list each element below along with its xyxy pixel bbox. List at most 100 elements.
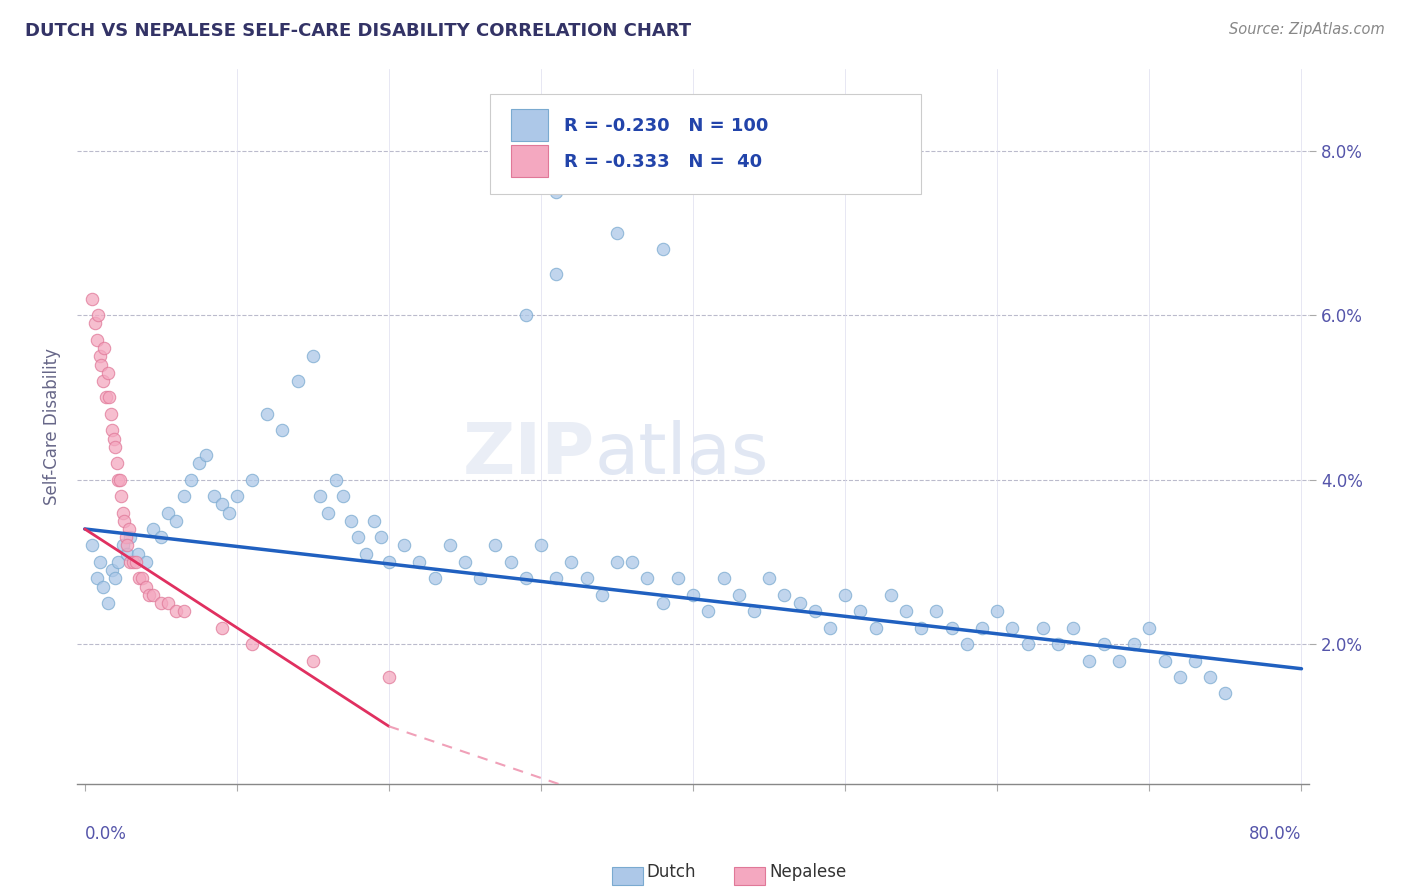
Point bbox=[90, 358, 112, 372]
Point bbox=[165, 604, 187, 618]
Point bbox=[86, 571, 108, 585]
Point bbox=[117, 547, 139, 561]
Point bbox=[1168, 670, 1191, 684]
Point bbox=[1047, 637, 1070, 651]
Point bbox=[84, 317, 107, 331]
Point bbox=[89, 349, 111, 363]
Point bbox=[347, 530, 370, 544]
Point bbox=[515, 308, 537, 322]
Bar bbox=[510, 145, 548, 178]
Point bbox=[546, 185, 568, 199]
Point bbox=[370, 530, 392, 544]
Point bbox=[100, 407, 122, 421]
Point bbox=[142, 522, 165, 536]
Point bbox=[970, 621, 993, 635]
Point bbox=[93, 341, 115, 355]
Point bbox=[120, 530, 142, 544]
Point bbox=[834, 588, 856, 602]
Point bbox=[591, 588, 613, 602]
Point bbox=[114, 530, 136, 544]
Text: Dutch: Dutch bbox=[647, 863, 696, 881]
Point bbox=[986, 604, 1008, 618]
Point bbox=[636, 571, 658, 585]
Point bbox=[773, 588, 796, 602]
Point bbox=[287, 374, 309, 388]
Text: 0.0%: 0.0% bbox=[84, 825, 127, 843]
Point bbox=[120, 555, 142, 569]
Point bbox=[173, 604, 195, 618]
Point bbox=[1184, 653, 1206, 667]
Point bbox=[1199, 670, 1222, 684]
Text: DUTCH VS NEPALESE SELF-CARE DISABILITY CORRELATION CHART: DUTCH VS NEPALESE SELF-CARE DISABILITY C… bbox=[25, 22, 692, 40]
Point bbox=[941, 621, 963, 635]
Point bbox=[332, 489, 354, 503]
Point bbox=[302, 653, 325, 667]
Point bbox=[98, 391, 121, 405]
Point bbox=[742, 604, 765, 618]
Point bbox=[697, 604, 720, 618]
Point bbox=[849, 604, 872, 618]
Point bbox=[1092, 637, 1115, 651]
Point bbox=[910, 621, 932, 635]
Point bbox=[157, 596, 180, 610]
Point bbox=[122, 555, 145, 569]
Point bbox=[499, 555, 522, 569]
Point bbox=[1001, 621, 1024, 635]
Point bbox=[302, 349, 325, 363]
Point bbox=[340, 514, 363, 528]
Point bbox=[1032, 621, 1054, 635]
Point bbox=[1062, 621, 1084, 635]
Point bbox=[82, 292, 104, 306]
Point bbox=[789, 596, 811, 610]
Point bbox=[606, 555, 628, 569]
Point bbox=[530, 538, 553, 552]
Point bbox=[112, 514, 135, 528]
Point bbox=[165, 514, 187, 528]
Point bbox=[218, 506, 240, 520]
Point bbox=[1215, 686, 1237, 700]
Point bbox=[515, 571, 537, 585]
Point bbox=[454, 555, 477, 569]
Point bbox=[117, 538, 139, 552]
Point bbox=[354, 547, 377, 561]
Point bbox=[104, 571, 127, 585]
Point bbox=[606, 226, 628, 240]
Point bbox=[325, 473, 347, 487]
Point bbox=[87, 308, 110, 322]
Point bbox=[180, 473, 202, 487]
Point bbox=[865, 621, 887, 635]
Point bbox=[103, 432, 125, 446]
Point bbox=[713, 571, 735, 585]
Point bbox=[240, 637, 263, 651]
FancyBboxPatch shape bbox=[489, 94, 921, 194]
Point bbox=[240, 473, 263, 487]
Point bbox=[309, 489, 332, 503]
Bar bbox=[510, 110, 548, 142]
Point bbox=[803, 604, 825, 618]
Point bbox=[818, 621, 841, 635]
Point bbox=[94, 391, 117, 405]
Point bbox=[107, 473, 129, 487]
Point bbox=[894, 604, 917, 618]
Point bbox=[1123, 637, 1146, 651]
Point bbox=[560, 555, 582, 569]
Point bbox=[135, 555, 157, 569]
Point bbox=[195, 448, 218, 462]
Point bbox=[621, 555, 644, 569]
Point bbox=[956, 637, 979, 651]
Text: Nepalese: Nepalese bbox=[769, 863, 846, 881]
Point bbox=[105, 456, 128, 470]
Point bbox=[211, 621, 233, 635]
Point bbox=[202, 489, 225, 503]
Point bbox=[758, 571, 780, 585]
Point bbox=[211, 497, 233, 511]
Point bbox=[1137, 621, 1160, 635]
Text: atlas: atlas bbox=[595, 420, 769, 490]
Point bbox=[142, 588, 165, 602]
Point bbox=[149, 530, 172, 544]
Point bbox=[173, 489, 195, 503]
Y-axis label: Self-Care Disability: Self-Care Disability bbox=[44, 348, 60, 505]
Point bbox=[104, 440, 127, 454]
Point bbox=[225, 489, 247, 503]
Point bbox=[89, 555, 111, 569]
